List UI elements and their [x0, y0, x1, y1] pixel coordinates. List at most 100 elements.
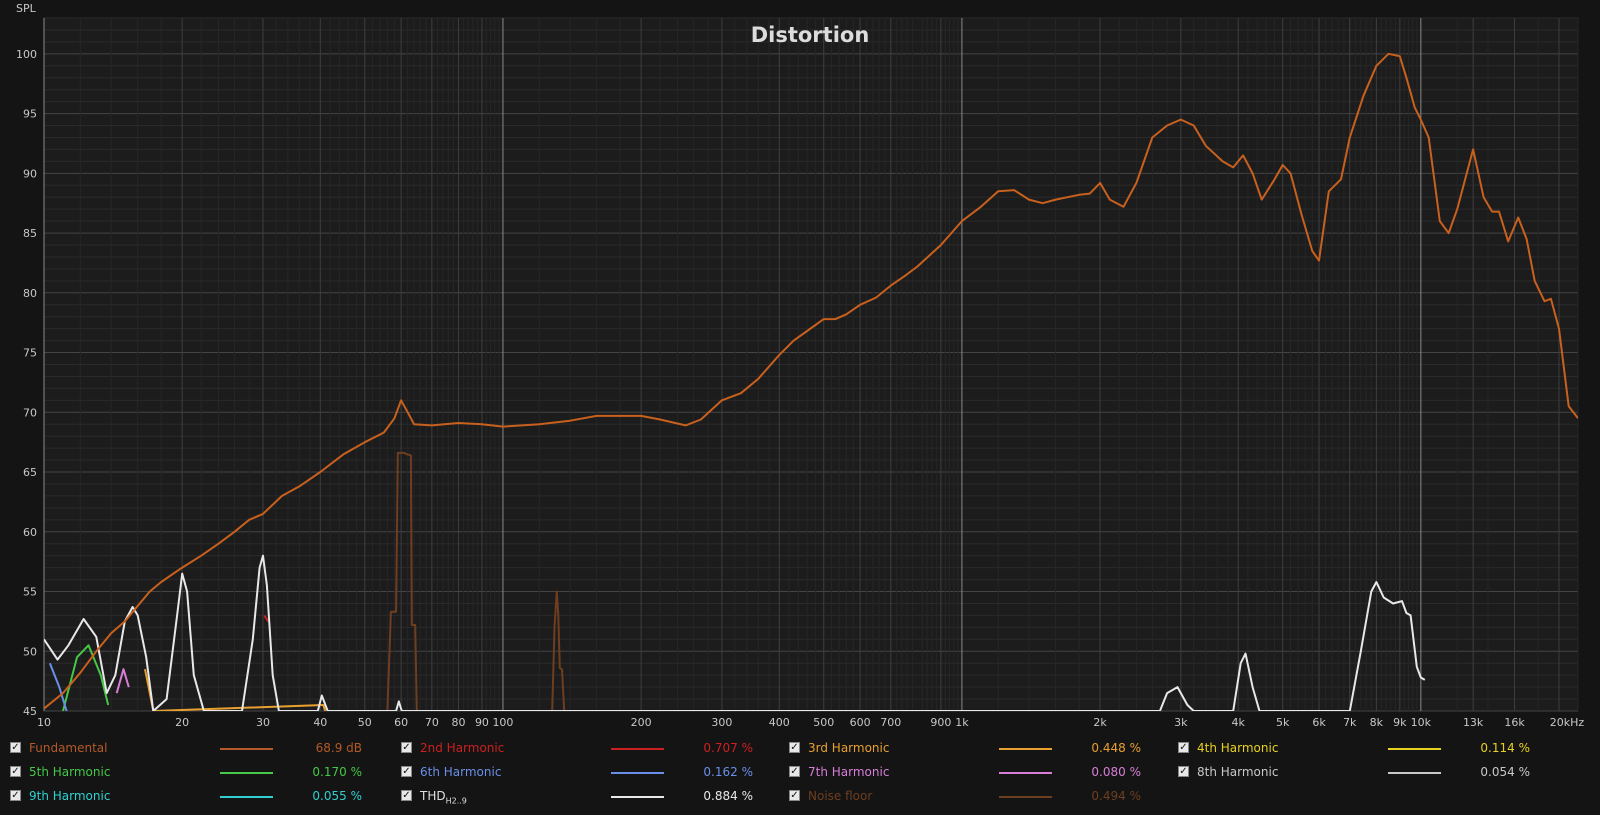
legend-swatch [611, 772, 664, 774]
legend-label: 3rd Harmonic [808, 741, 889, 755]
x-tick-label: 200 [631, 716, 652, 729]
legend-label: 5th Harmonic [29, 765, 110, 779]
y-tick-label: 55 [23, 586, 37, 599]
legend-label: 7th Harmonic [808, 765, 889, 779]
legend-item-8th-harmonic: ✓ 8th Harmonic 0.054 % [1178, 762, 1558, 784]
legend-swatch [999, 748, 1052, 750]
legend-checkbox[interactable]: ✓ [789, 790, 800, 801]
x-tick-label: 9k [1393, 716, 1407, 729]
legend-swatch [999, 796, 1052, 798]
legend-item-6th-harmonic: ✓ 6th Harmonic 0.162 % [401, 762, 781, 784]
x-tick-label: 7k [1343, 716, 1357, 729]
legend-label: 9th Harmonic [29, 789, 110, 803]
y-tick-label: 45 [23, 705, 37, 718]
legend-value: 0.114 % [1450, 741, 1530, 755]
x-tick-label: 600 [850, 716, 871, 729]
x-tick-label: 40 [313, 716, 327, 729]
x-tick-label: 3k [1174, 716, 1188, 729]
legend-checkbox[interactable]: ✓ [401, 742, 412, 753]
legend-value: 0.707 % [673, 741, 753, 755]
x-tick-label: 80 [451, 716, 465, 729]
legend-checkbox[interactable]: ✓ [10, 742, 21, 753]
y-axis-label: SPL [16, 2, 37, 15]
x-tick-label: 4k [1232, 716, 1246, 729]
legend-value: 0.080 % [1061, 765, 1141, 779]
legend-swatch [220, 748, 273, 750]
legend-value: 0.162 % [673, 765, 753, 779]
y-tick-label: 100 [16, 48, 37, 61]
legend-value: 0.054 % [1450, 765, 1530, 779]
x-tick-label: 16k [1504, 716, 1525, 729]
y-tick-label: 90 [23, 167, 37, 180]
x-tick-label: 8k [1370, 716, 1384, 729]
x-tick-label: 10k [1411, 716, 1432, 729]
legend-swatch [1388, 748, 1441, 750]
legend-checkbox[interactable]: ✓ [10, 790, 21, 801]
x-tick-label: 900 [930, 716, 951, 729]
y-tick-label: 95 [23, 108, 37, 121]
legend-swatch [999, 772, 1052, 774]
x-tick-label: 20kHz [1550, 716, 1585, 729]
y-tick-label: 60 [23, 526, 37, 539]
legend-item-4th-harmonic: ✓ 4th Harmonic 0.114 % [1178, 738, 1558, 760]
legend-value: 0.884 % [673, 789, 753, 803]
x-tick-label: 60 [394, 716, 408, 729]
legend-item-5th-harmonic: ✓ 5th Harmonic 0.170 % [10, 762, 390, 784]
legend-label: Fundamental [29, 741, 108, 755]
legend-item-3rd-harmonic: ✓ 3rd Harmonic 0.448 % [789, 738, 1169, 760]
legend-checkbox[interactable]: ✓ [789, 766, 800, 777]
x-tick-label: 400 [769, 716, 790, 729]
legend-swatch [220, 796, 273, 798]
x-tick-label: 100 [492, 716, 513, 729]
x-tick-label: 10 [37, 716, 51, 729]
legend-label: 6th Harmonic [420, 765, 501, 779]
legend-label: 8th Harmonic [1197, 765, 1278, 779]
x-tick-label: 6k [1312, 716, 1326, 729]
legend-swatch [611, 796, 664, 798]
legend-item-fundamental: ✓ Fundamental 68.9 dB [10, 738, 390, 760]
legend-label: 2nd Harmonic [420, 741, 504, 755]
legend-label: THDH2..9 [420, 789, 467, 805]
y-tick-label: 80 [23, 287, 37, 300]
x-tick-label: 13k [1463, 716, 1484, 729]
y-tick-label: 85 [23, 227, 37, 240]
legend-swatch [220, 772, 273, 774]
y-tick-label: 65 [23, 466, 37, 479]
legend-item-thd: ✓ THDH2..9 0.884 % [401, 786, 781, 808]
x-tick-label: 30 [256, 716, 270, 729]
x-tick-label: 700 [880, 716, 901, 729]
y-tick-label: 75 [23, 347, 37, 360]
legend-checkbox[interactable]: ✓ [1178, 766, 1189, 777]
x-tick-label: 2k [1093, 716, 1107, 729]
legend-value: 0.170 % [282, 765, 362, 779]
legend-item-9th-harmonic: ✓ 9th Harmonic 0.055 % [10, 786, 390, 808]
x-tick-label: 50 [358, 716, 372, 729]
legend-checkbox[interactable]: ✓ [1178, 742, 1189, 753]
legend-label: Noise floor [808, 789, 872, 803]
x-tick-label: 500 [813, 716, 834, 729]
legend-item-2nd-harmonic: ✓ 2nd Harmonic 0.707 % [401, 738, 781, 760]
legend-value: 68.9 dB [282, 741, 362, 755]
legend-checkbox[interactable]: ✓ [789, 742, 800, 753]
x-tick-label: 70 [425, 716, 439, 729]
legend-swatch [611, 748, 664, 750]
x-tick-label: 20 [175, 716, 189, 729]
x-tick-label: 5k [1276, 716, 1290, 729]
distortion-chart: 45 50 55 60 65 70 75 80 85 90 95 100 10 20 30 40 50 60 70 8… [0, 0, 1600, 740]
x-tick-label: 300 [711, 716, 732, 729]
legend-checkbox[interactable]: ✓ [401, 790, 412, 801]
legend-item-7th-harmonic: ✓ 7th Harmonic 0.080 % [789, 762, 1169, 784]
legend-value: 0.448 % [1061, 741, 1141, 755]
legend-swatch [1388, 772, 1441, 774]
x-tick-label: 1k [955, 716, 969, 729]
chart-title: Distortion [751, 23, 870, 47]
x-tick-label: 90 [475, 716, 489, 729]
legend-item-noise-floor: ✓ Noise floor 0.494 % [789, 786, 1169, 808]
legend-value: 0.055 % [282, 789, 362, 803]
y-tick-label: 50 [23, 645, 37, 658]
legend-label: 4th Harmonic [1197, 741, 1278, 755]
legend-checkbox[interactable]: ✓ [401, 766, 412, 777]
y-tick-label: 70 [23, 406, 37, 419]
legend-value: 0.494 % [1061, 789, 1141, 803]
legend-checkbox[interactable]: ✓ [10, 766, 21, 777]
